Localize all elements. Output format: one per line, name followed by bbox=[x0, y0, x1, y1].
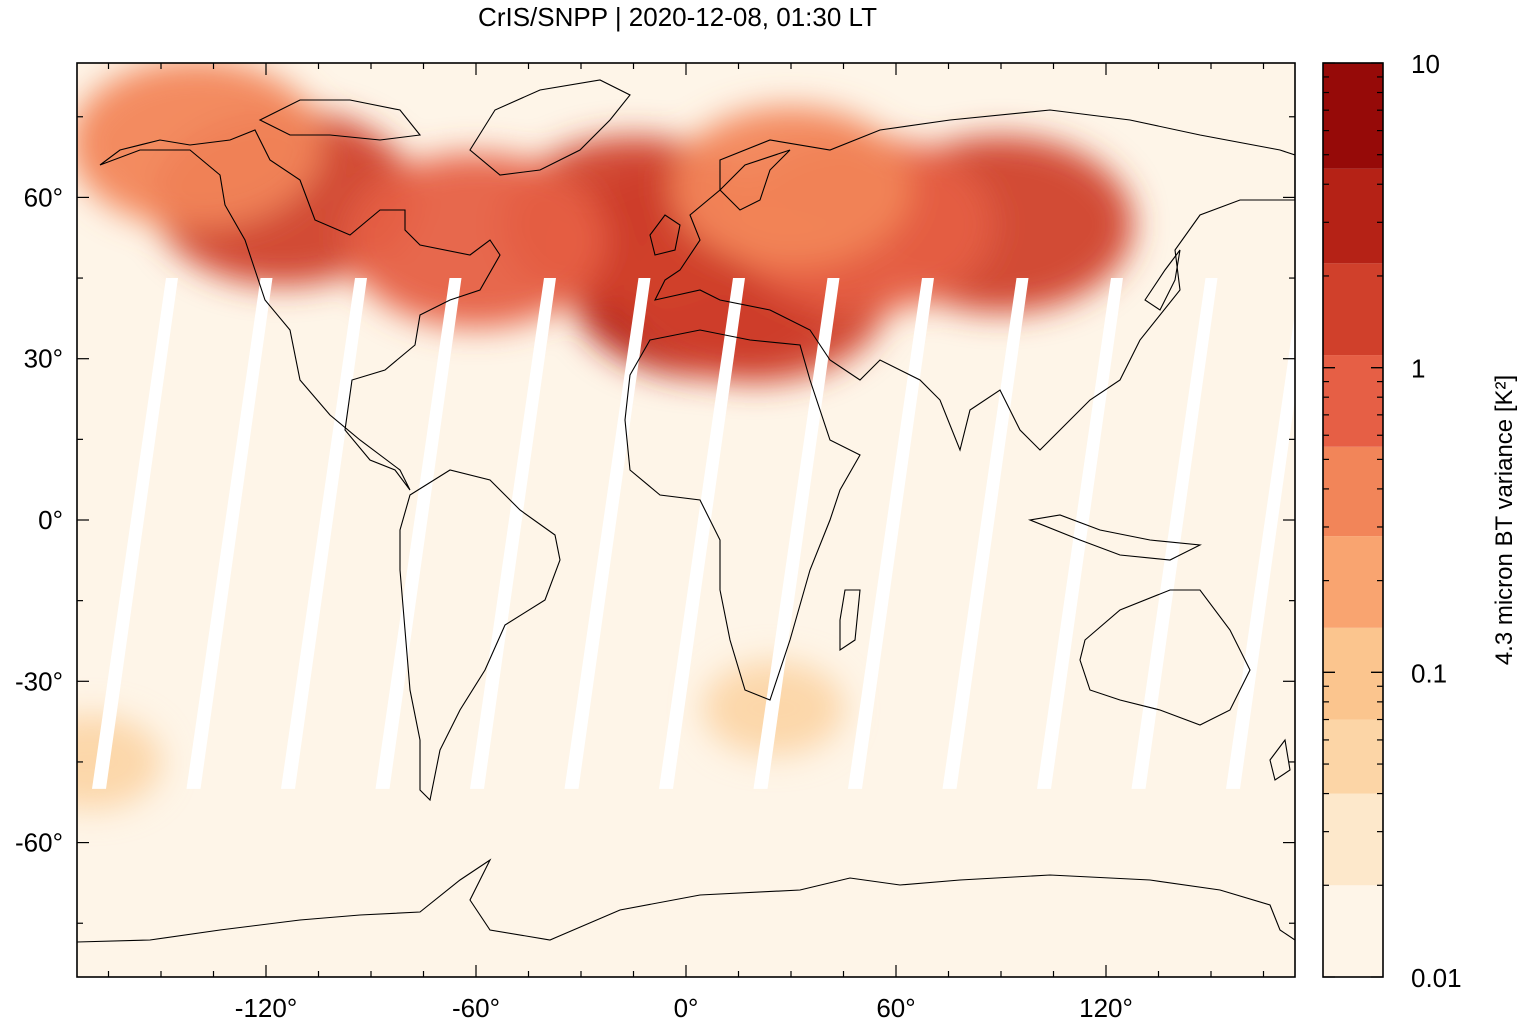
map-panel bbox=[77, 63, 1295, 977]
swath-gap bbox=[659, 278, 745, 789]
greenland-coast bbox=[469, 79, 631, 176]
map-title: CrIS/SNPP | 2020-12-08, 01:30 LT bbox=[478, 2, 877, 32]
y-tick-label: -30° bbox=[15, 666, 63, 696]
swath-gap bbox=[1226, 312, 1295, 789]
swath-gaps bbox=[92, 278, 1295, 789]
variance-hotspot bbox=[77, 714, 162, 810]
arctic-islands-coast bbox=[258, 99, 422, 141]
swath-gap bbox=[753, 278, 840, 789]
colorbar-bin bbox=[1323, 263, 1383, 356]
swath-gap bbox=[848, 278, 934, 789]
colorbar: 10 1 0.1 0.01 4.3 micron BT variance [K²] bbox=[1322, 49, 1518, 993]
colorbar-bin bbox=[1323, 446, 1383, 537]
new-zealand-coast bbox=[1269, 738, 1291, 781]
swath-gap bbox=[470, 278, 556, 789]
swath-gap bbox=[186, 278, 273, 789]
colorbar-tick-label: 10 bbox=[1411, 49, 1440, 79]
colorbar-bins bbox=[1323, 63, 1383, 977]
x-tick-label: 60° bbox=[876, 993, 915, 1020]
north-america-coast bbox=[99, 129, 501, 491]
y-axis: 60° 30° 0° -30° -60° bbox=[15, 116, 1295, 924]
colorbar-bin bbox=[1323, 885, 1383, 977]
y-tick-label: -60° bbox=[15, 828, 63, 858]
x-tick-label: -60° bbox=[452, 993, 500, 1020]
colorbar-bin bbox=[1323, 627, 1383, 720]
australia-coast bbox=[1079, 589, 1251, 726]
y-tick-label: 30° bbox=[24, 344, 63, 374]
colorbar-bin bbox=[1323, 63, 1383, 169]
swath-gap bbox=[375, 278, 462, 789]
swath-gap bbox=[1131, 278, 1218, 789]
japan-coast bbox=[1144, 249, 1181, 311]
africa-coast bbox=[624, 329, 861, 701]
variance-hotspot bbox=[77, 63, 322, 228]
coastlines bbox=[77, 79, 1295, 943]
colorbar-frame bbox=[1322, 62, 1384, 978]
colorbar-tick-label: 0.1 bbox=[1411, 658, 1447, 688]
south-america-coast bbox=[399, 469, 561, 802]
colorbar-bin bbox=[1323, 719, 1383, 794]
colorbar-bin bbox=[1323, 168, 1383, 264]
x-tick-label: 0° bbox=[674, 993, 699, 1020]
variance-hotspot bbox=[670, 106, 912, 267]
y-tick-label: 60° bbox=[24, 182, 63, 212]
swath-gap bbox=[92, 278, 178, 789]
colorbar-bin bbox=[1323, 536, 1383, 628]
indonesia-coast bbox=[1027, 514, 1202, 561]
colorbar-title: 4.3 micron BT variance [K²] bbox=[1491, 375, 1518, 665]
swath-gap bbox=[564, 278, 651, 789]
antarctica-coast bbox=[77, 858, 1295, 943]
swath-gap bbox=[281, 278, 367, 789]
variance-hotspot bbox=[345, 153, 607, 328]
eurasia-coast bbox=[653, 109, 1295, 452]
scandinavia-coast bbox=[719, 149, 791, 211]
x-tick-label: -120° bbox=[235, 993, 297, 1020]
colorbar-bin bbox=[1323, 793, 1383, 886]
colorbar-bin bbox=[1323, 355, 1383, 447]
madagascar-coast bbox=[839, 589, 861, 652]
colorbar-tick-label: 0.01 bbox=[1411, 963, 1462, 993]
colorbar-ticks: 10 1 0.1 0.01 bbox=[1323, 49, 1462, 993]
swath-gap bbox=[942, 278, 1029, 789]
colorbar-tick-label: 1 bbox=[1411, 354, 1425, 384]
swath-gap bbox=[1037, 278, 1123, 789]
british-isles-coast bbox=[649, 214, 681, 256]
x-tick-label: 120° bbox=[1079, 993, 1133, 1020]
y-tick-label: 0° bbox=[38, 505, 63, 535]
x-axis: -120° -60° 0° 60° 120° bbox=[107, 63, 1265, 1020]
